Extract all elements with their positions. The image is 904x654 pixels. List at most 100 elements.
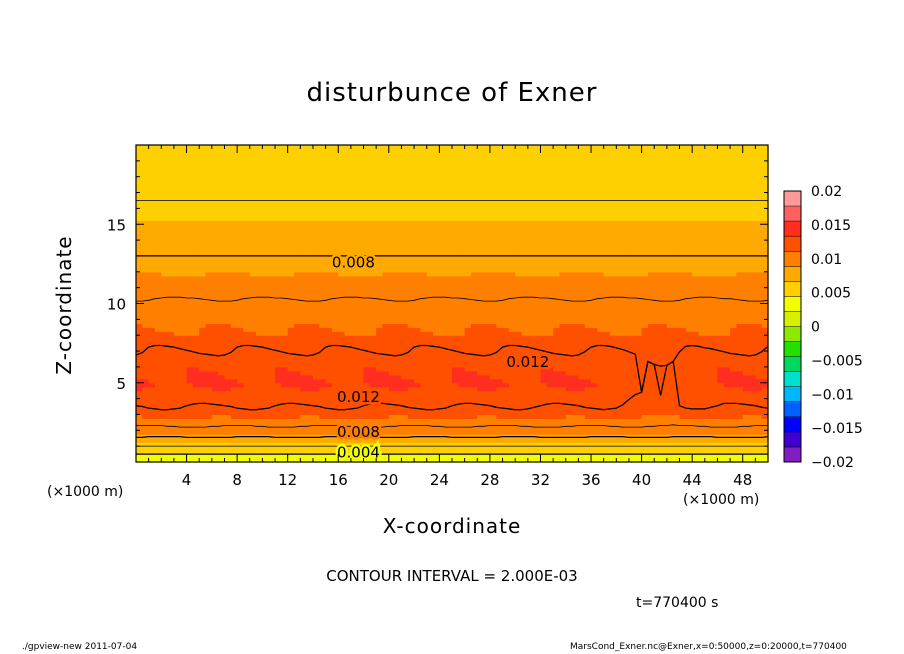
heatmap-cell <box>654 450 662 455</box>
heatmap-cell <box>199 263 207 269</box>
heatmap-cell <box>243 275 251 281</box>
heatmap-cell <box>325 442 333 447</box>
heatmap-cell <box>325 370 333 376</box>
heatmap-cell <box>502 378 510 384</box>
heatmap-cell <box>338 458 346 463</box>
heatmap-cell <box>685 402 693 408</box>
heatmap-cell <box>224 307 232 313</box>
heatmap-cell <box>445 283 453 289</box>
heatmap-cell <box>382 390 390 396</box>
heatmap-cell <box>357 351 365 356</box>
heatmap-cell <box>192 355 200 360</box>
heatmap-cell <box>685 351 693 356</box>
heatmap-cell <box>717 442 725 447</box>
heatmap-cell <box>761 271 769 277</box>
heatmap-cell <box>546 355 554 360</box>
heatmap-cell <box>755 406 763 412</box>
heatmap-cell <box>192 339 200 344</box>
heatmap-cell <box>546 295 554 301</box>
heatmap-cell <box>584 299 592 305</box>
heatmap-cell <box>275 414 282 420</box>
heatmap-cell <box>534 283 542 289</box>
heatmap-cell <box>546 374 554 380</box>
heatmap-cell <box>148 279 156 285</box>
heatmap-cell <box>300 434 308 439</box>
heatmap-cell <box>584 319 592 324</box>
heatmap-cell <box>426 358 434 364</box>
heatmap-cell <box>142 386 150 392</box>
heatmap-cell <box>660 319 668 324</box>
heatmap-cell <box>230 355 238 360</box>
heatmap-cell <box>331 303 339 309</box>
heatmap-cell <box>521 287 529 293</box>
heatmap-cell <box>344 410 352 416</box>
heatmap-cell <box>673 418 681 423</box>
heatmap-cell <box>357 319 365 324</box>
heatmap-cell <box>527 279 535 285</box>
heatmap-cell <box>717 307 725 313</box>
heatmap-cell <box>224 287 232 293</box>
heatmap-cell <box>218 370 226 376</box>
heatmap-cell <box>470 303 478 309</box>
heatmap-cell <box>527 283 535 289</box>
heatmap-cell <box>243 378 251 384</box>
heatmap-cell <box>350 366 358 372</box>
heatmap-cell <box>420 362 428 368</box>
heatmap-cell <box>433 366 440 372</box>
heatmap-cell <box>306 263 314 269</box>
heatmap-cell <box>180 382 188 388</box>
heatmap-cell <box>660 355 668 360</box>
heatmap-cell <box>243 307 251 313</box>
heatmap-cell <box>647 335 655 340</box>
heatmap-cell <box>136 374 143 380</box>
heatmap-cell <box>224 422 232 427</box>
heatmap-cell <box>584 390 592 396</box>
heatmap-cell <box>445 327 453 332</box>
heatmap-cell <box>161 418 169 423</box>
heatmap-cell <box>584 446 592 451</box>
heatmap-cell <box>515 454 523 459</box>
heatmap-cell <box>306 355 314 360</box>
heatmap-cell <box>673 315 681 320</box>
heatmap-cell <box>331 267 339 273</box>
heatmap-cell <box>553 339 561 344</box>
heatmap-cell <box>546 426 554 431</box>
heatmap-cell <box>205 450 213 455</box>
heatmap-cell <box>578 335 586 340</box>
heatmap-cell <box>616 414 624 420</box>
heatmap-cell <box>256 351 263 356</box>
heatmap-cell <box>698 402 706 408</box>
heatmap-cell <box>572 366 579 372</box>
heatmap-cell <box>376 327 384 332</box>
heatmap-cell <box>167 287 175 293</box>
heatmap-cell <box>527 331 535 336</box>
heatmap-cell <box>635 319 643 324</box>
heatmap-cell <box>597 446 605 451</box>
heatmap-cell <box>256 374 263 380</box>
heatmap-cell <box>749 418 756 423</box>
heatmap-cell <box>173 319 181 324</box>
heatmap-cell <box>420 323 428 328</box>
heatmap-cell <box>199 414 207 420</box>
heatmap-cell <box>610 398 617 404</box>
heatmap-cell <box>420 366 428 372</box>
heatmap-cell <box>192 283 200 289</box>
heatmap-cell <box>350 339 358 344</box>
heatmap-cell <box>597 386 605 392</box>
heatmap-cell <box>388 374 396 380</box>
heatmap-cell <box>338 263 346 269</box>
heatmap-cell <box>357 335 365 340</box>
heatmap-cell <box>679 406 687 412</box>
heatmap-cell <box>205 426 213 431</box>
heatmap-cell <box>521 370 529 376</box>
heatmap-cell <box>704 370 712 376</box>
heatmap-cell <box>338 366 346 372</box>
heatmap-cell <box>180 374 188 380</box>
heatmap-cell <box>205 267 213 273</box>
heatmap-cell <box>268 386 276 392</box>
heatmap-cell <box>730 343 737 348</box>
heatmap-cell <box>584 291 592 297</box>
heatmap-cell <box>414 347 421 352</box>
heatmap-cell <box>205 279 213 285</box>
heatmap-cell <box>723 378 731 384</box>
